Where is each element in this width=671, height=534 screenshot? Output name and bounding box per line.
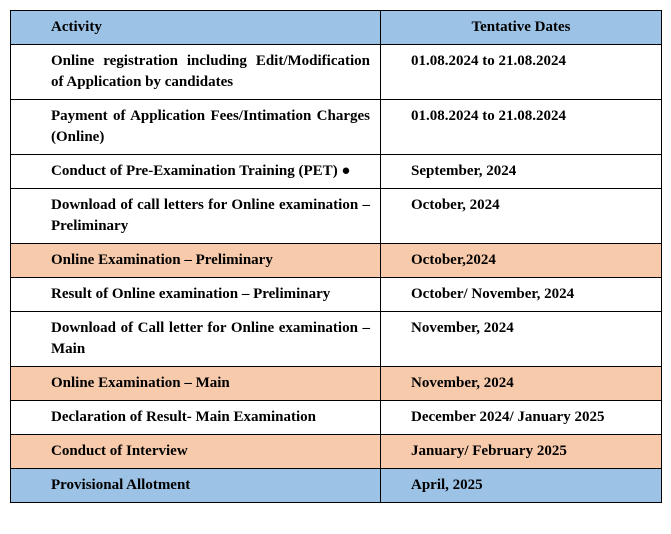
dates-cell: 01.08.2024 to 21.08.2024 bbox=[381, 45, 662, 100]
dates-cell: October/ November, 2024 bbox=[381, 278, 662, 312]
dates-cell: September, 2024 bbox=[381, 155, 662, 189]
dates-cell: 01.08.2024 to 21.08.2024 bbox=[381, 100, 662, 155]
dates-cell: October,2024 bbox=[381, 244, 662, 278]
dates-cell: November, 2024 bbox=[381, 367, 662, 401]
activity-cell: Payment of Application Fees/Intimation C… bbox=[11, 100, 381, 155]
table-row: Conduct of InterviewJanuary/ February 20… bbox=[11, 435, 662, 469]
activity-cell: Conduct of Pre-Examination Training (PET… bbox=[11, 155, 381, 189]
table-row: Download of call letters for Online exam… bbox=[11, 189, 662, 244]
table-row: Online registration including Edit/Modif… bbox=[11, 45, 662, 100]
activity-cell: Download of call letters for Online exam… bbox=[11, 189, 381, 244]
activity-cell: Conduct of Interview bbox=[11, 435, 381, 469]
activity-cell: Online registration including Edit/Modif… bbox=[11, 45, 381, 100]
table-row: Payment of Application Fees/Intimation C… bbox=[11, 100, 662, 155]
table-row: Declaration of Result- Main ExaminationD… bbox=[11, 401, 662, 435]
column-header-dates: Tentative Dates bbox=[381, 11, 662, 45]
table-row: Online Examination – MainNovember, 2024 bbox=[11, 367, 662, 401]
table-row: Online Examination – PreliminaryOctober,… bbox=[11, 244, 662, 278]
dates-cell: December 2024/ January 2025 bbox=[381, 401, 662, 435]
dates-cell: January/ February 2025 bbox=[381, 435, 662, 469]
table-row: Provisional AllotmentApril, 2025 bbox=[11, 469, 662, 503]
column-header-activity: Activity bbox=[11, 11, 381, 45]
dates-cell: November, 2024 bbox=[381, 312, 662, 367]
table-header-row: Activity Tentative Dates bbox=[11, 11, 662, 45]
activity-cell: Download of Call letter for Online exami… bbox=[11, 312, 381, 367]
table-row: Download of Call letter for Online exami… bbox=[11, 312, 662, 367]
activity-cell: Online Examination – Preliminary bbox=[11, 244, 381, 278]
dates-cell: October, 2024 bbox=[381, 189, 662, 244]
dates-cell: April, 2025 bbox=[381, 469, 662, 503]
activity-cell: Declaration of Result- Main Examination bbox=[11, 401, 381, 435]
table-row: Conduct of Pre-Examination Training (PET… bbox=[11, 155, 662, 189]
schedule-table: Activity Tentative Dates Online registra… bbox=[10, 10, 662, 503]
activity-cell: Provisional Allotment bbox=[11, 469, 381, 503]
table-row: Result of Online examination – Prelimina… bbox=[11, 278, 662, 312]
activity-cell: Result of Online examination – Prelimina… bbox=[11, 278, 381, 312]
activity-cell: Online Examination – Main bbox=[11, 367, 381, 401]
